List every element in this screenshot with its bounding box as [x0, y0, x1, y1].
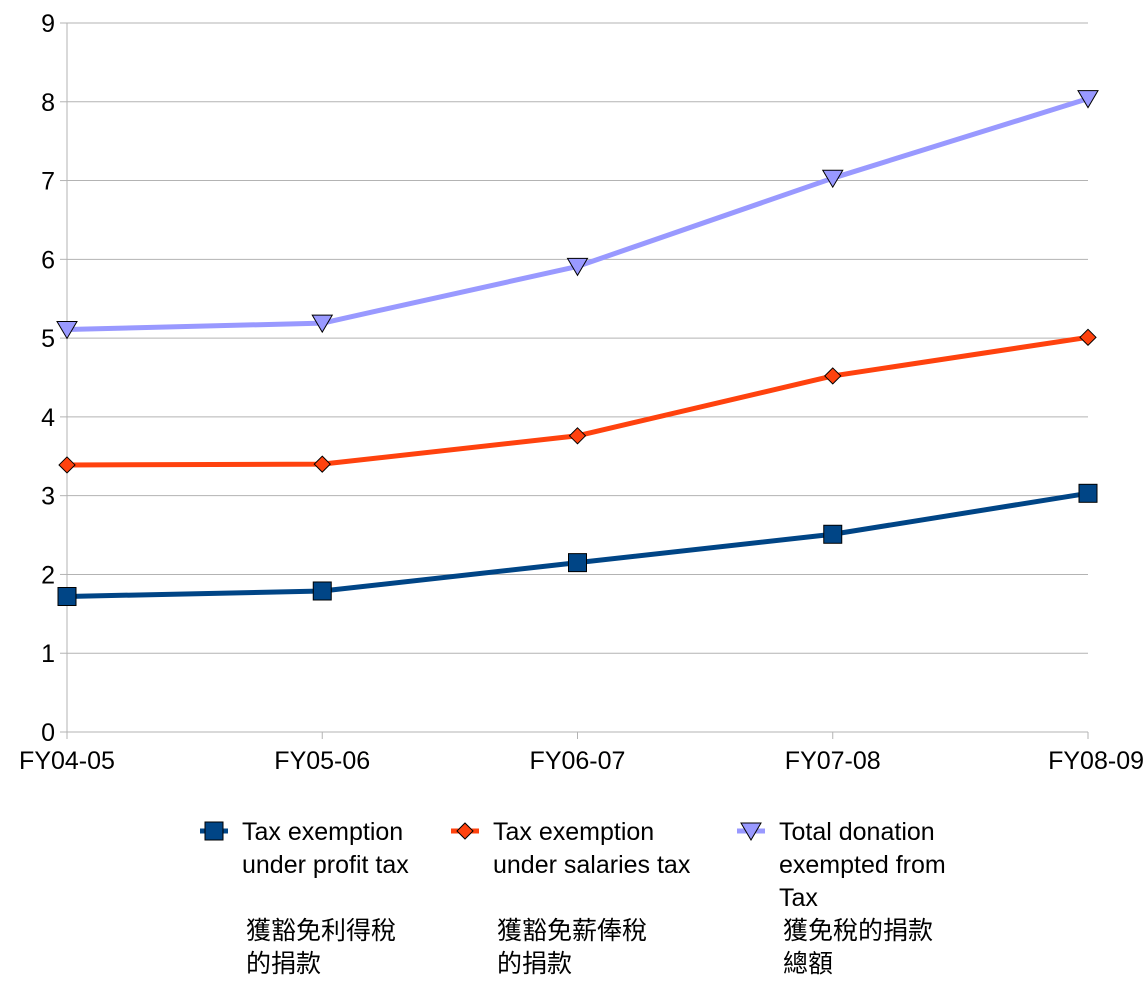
y-tick-label: 3: [41, 483, 55, 511]
x-tick-labels: FY04-05 FY05-06 FY06-07 FY07-08 FY08-09: [19, 747, 1144, 775]
data-point: [58, 456, 76, 474]
y-tick-label: 7: [41, 168, 55, 196]
data-point: [566, 257, 589, 277]
legend-chinese-label: 總額: [783, 950, 833, 978]
series-line: [64, 490, 1091, 600]
legend-chinese-label: 的捐款: [497, 950, 572, 978]
legend-label: under salaries tax: [493, 851, 691, 879]
y-tick-label: 0: [41, 719, 55, 747]
y-tick-label: 5: [41, 325, 55, 353]
legend-label: Total donation: [779, 818, 935, 846]
data-point: [824, 367, 842, 385]
x-tick-label: FY05-06: [274, 747, 370, 775]
y-tick-label: 4: [41, 404, 55, 432]
y-tick-label: 8: [41, 89, 55, 117]
data-point: [313, 455, 331, 473]
data-point: [312, 581, 332, 601]
data-point: [1077, 90, 1099, 109]
legend-label: under profit tax: [242, 851, 409, 879]
data-point: [57, 587, 77, 607]
data-point: [56, 320, 78, 340]
legend-marker: [204, 821, 224, 841]
legend-chinese-label: 獲豁免薪俸稅: [497, 917, 647, 945]
x-tick-label: FY07-08: [785, 747, 881, 775]
data-point: [1078, 483, 1098, 503]
series-lines: [56, 90, 1099, 607]
data-point: [568, 553, 587, 573]
legend-chinese-label: 獲豁免利得稅: [246, 917, 396, 945]
legend-label: exempted from: [779, 851, 946, 879]
legend-chinese-label: 獲免稅的捐款: [783, 917, 933, 945]
y-tick-label: 6: [41, 246, 55, 274]
legend-marker: [456, 822, 474, 840]
data-point: [1079, 328, 1097, 347]
legend-label: Tax exemption: [242, 818, 403, 846]
data-point: [823, 524, 843, 544]
data-point: [311, 314, 334, 334]
series-3: [56, 90, 1099, 340]
x-tick-label: FY08-09: [1048, 747, 1144, 775]
y-tick-labels: 0 1 2 3 4 5 6 7 8 9: [41, 10, 55, 747]
x-tick-label: FY06-07: [530, 747, 626, 775]
y-tick-label: 9: [41, 10, 55, 38]
series-line: [64, 96, 1091, 332]
series-1: [57, 483, 1098, 607]
data-point: [568, 427, 587, 445]
y-tick-label: 2: [41, 561, 55, 589]
data-point: [821, 169, 844, 189]
legend-chinese-label: 的捐款: [246, 950, 321, 978]
legend-marker: [740, 822, 762, 841]
axes: [60, 22, 1089, 739]
gridlines: [67, 22, 1088, 733]
series-2: [58, 328, 1097, 474]
y-tick-label: 1: [41, 640, 55, 668]
series-line: [64, 334, 1091, 468]
legend-label: Tax exemption: [493, 818, 654, 846]
x-tick-label: FY04-05: [19, 747, 115, 775]
legend-label: Tax: [779, 884, 818, 912]
